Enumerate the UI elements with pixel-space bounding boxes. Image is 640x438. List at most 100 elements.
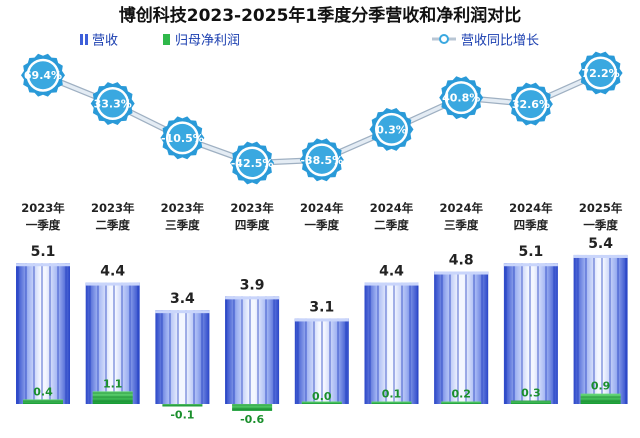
growth-value-label: -10.5%: [161, 132, 204, 145]
bars-layer: 5.1 0.4 4.4 1.1 3.4 -0.1 3.9 -0.6 3.1 0.0 4.4 0.1 4.…: [16, 236, 628, 426]
profit-value-label: 0.9: [591, 380, 611, 393]
revenue-value-label: 4.8: [449, 253, 474, 269]
profit-bar-texture: [580, 393, 621, 404]
growth-line-layer: 69.4% 33.3% -10.5% -42.5% -38.5% 0.3% 40.8% 32.…: [21, 51, 623, 185]
growth-value-label: 33.3%: [94, 98, 132, 111]
profit-bar-texture: [162, 404, 203, 407]
profit-value-label: -0.1: [170, 409, 194, 422]
growth-marker: 72.2%: [578, 51, 623, 95]
profit-value-label: 0.4: [33, 385, 53, 398]
profit-bar-texture: [301, 401, 342, 404]
profit-bar-texture: [23, 399, 63, 404]
profit-bar-group: [162, 404, 203, 407]
growth-marker: 33.3%: [90, 82, 135, 125]
revenue-bar-cap: [16, 263, 70, 267]
revenue-bar-group: [434, 271, 489, 404]
revenue-bar-texture: [225, 296, 280, 404]
revenue-bar-texture: [573, 254, 628, 404]
legend-item-growth: 营收同比增长: [432, 34, 539, 49]
category-quarter-label: 一季度: [583, 218, 618, 232]
growth-marker: 32.6%: [508, 82, 553, 126]
revenue-bar-group: [16, 263, 70, 404]
revenue-bar-cap: [225, 296, 280, 300]
revenue-bar-cap: [503, 263, 558, 267]
growth-marker-core: [586, 59, 615, 87]
revenue-bar-group: [503, 263, 558, 404]
revenue-bar-texture: [364, 282, 419, 404]
revenue-value-label: 5.4: [588, 236, 613, 252]
revenue-value-label: 3.9: [240, 277, 265, 293]
category-year-label: 2024年: [439, 201, 483, 215]
category-year-label: 2025年: [579, 201, 623, 215]
revenue-bar-cap: [155, 310, 210, 314]
revenue-bar-cap: [434, 271, 489, 275]
growth-marker-core: [307, 145, 336, 174]
category-quarter-label: 一季度: [305, 218, 340, 232]
profit-bar-group: [580, 393, 621, 404]
legend-marker-growth: [439, 34, 449, 44]
growth-marker-core: [238, 149, 267, 177]
revenue-bar-texture: [155, 310, 210, 404]
revenue-value-label: 4.4: [100, 264, 125, 280]
growth-marker-core: [168, 123, 197, 152]
legend-swatch-revenue-b: [85, 34, 88, 45]
revenue-value-label: 5.1: [31, 244, 56, 260]
category-year-label: 2023年: [91, 201, 135, 215]
legend-label-profit: 归母净利润: [175, 34, 240, 49]
profit-value-label: 1.1: [103, 377, 123, 390]
growth-marker-core: [516, 90, 545, 119]
growth-marker-core: [377, 115, 406, 144]
revenue-bar-group: [573, 254, 628, 404]
profit-value-label: 0.2: [451, 388, 471, 401]
revenue-value-label: 4.4: [379, 264, 404, 280]
growth-value-label: 72.2%: [582, 67, 620, 80]
category-year-label: 2023年: [21, 201, 65, 215]
category-quarter-label: 一季度: [26, 218, 61, 232]
legend-item-revenue: 营收: [80, 34, 118, 49]
revenue-bar-cap: [573, 254, 628, 258]
growth-marker: 40.8%: [439, 76, 484, 120]
category-year-label: 2024年: [370, 201, 414, 215]
category-quarter-label: 二季度: [95, 218, 130, 232]
growth-value-label: -38.5%: [300, 154, 343, 167]
revenue-value-label: 3.1: [309, 299, 334, 315]
revenue-bar-group: [294, 318, 349, 404]
profit-value-label: 0.3: [521, 387, 541, 400]
category-quarter-label: 四季度: [235, 218, 270, 232]
category-year-label: 2024年: [509, 201, 553, 215]
profit-bar-group: [510, 400, 551, 404]
growth-marker-core: [29, 61, 57, 90]
category-quarter-label: 二季度: [374, 218, 409, 232]
growth-marker: -10.5%: [160, 116, 205, 160]
legend-label-revenue: 营收: [92, 34, 118, 49]
legend-label-growth: 营收同比增长: [461, 34, 539, 49]
growth-marker: 0.3%: [369, 108, 414, 151]
profit-bar-group: [23, 399, 63, 404]
legend: 营收 归母净利润 营收同比增长: [80, 34, 539, 49]
revenue-value-label: 5.1: [518, 244, 543, 260]
profit-bar-group: [371, 401, 412, 404]
growth-value-label: 40.8%: [442, 92, 480, 105]
profit-value-label: -0.6: [240, 413, 264, 426]
category-quarter-label: 三季度: [444, 218, 479, 232]
revenue-bar-cap: [294, 318, 349, 322]
profit-bar-group: [301, 401, 342, 404]
profit-bar-texture: [232, 404, 273, 411]
growth-value-label: 32.6%: [512, 98, 550, 111]
revenue-bar-group: [155, 310, 210, 404]
profit-bar-group: [92, 391, 133, 404]
revenue-bar-texture: [503, 263, 558, 404]
legend-item-profit: 归母净利润: [163, 34, 240, 49]
category-year-label: 2023年: [230, 201, 274, 215]
growth-marker: -42.5%: [230, 141, 275, 185]
growth-value-label: 0.3%: [376, 123, 407, 136]
growth-marker: 69.4%: [21, 53, 65, 97]
chart-title: 博创科技2023-2025年1季度分季营收和净利润对比: [119, 5, 522, 26]
profit-bar-texture: [510, 400, 551, 404]
revenue-bar-texture: [85, 282, 140, 404]
profit-value-label: 0.1: [382, 388, 402, 401]
revenue-bar-texture: [434, 271, 489, 404]
profit-bar-texture: [371, 401, 412, 404]
profit-value-label: 0.0: [312, 390, 332, 403]
